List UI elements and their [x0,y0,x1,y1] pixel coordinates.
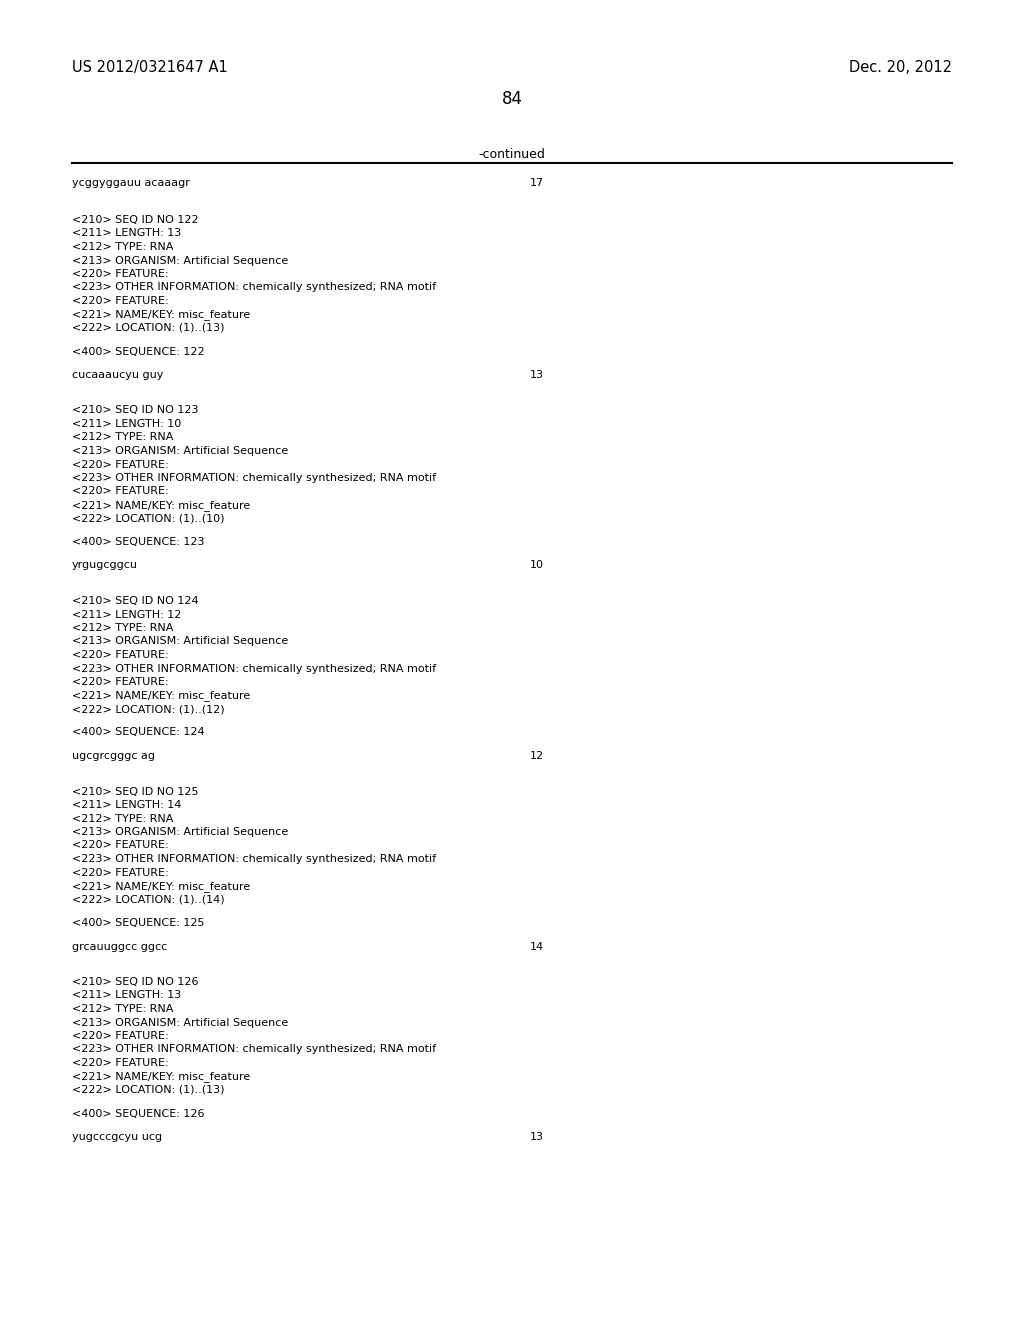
Text: <211> LENGTH: 10: <211> LENGTH: 10 [72,418,181,429]
Text: <220> FEATURE:: <220> FEATURE: [72,841,169,850]
Text: <221> NAME/KEY: misc_feature: <221> NAME/KEY: misc_feature [72,500,250,511]
Text: <211> LENGTH: 14: <211> LENGTH: 14 [72,800,181,810]
Text: <220> FEATURE:: <220> FEATURE: [72,677,169,686]
Text: 13: 13 [530,1133,544,1142]
Text: <210> SEQ ID NO 124: <210> SEQ ID NO 124 [72,597,199,606]
Text: <223> OTHER INFORMATION: chemically synthesized; RNA motif: <223> OTHER INFORMATION: chemically synt… [72,664,436,673]
Text: <222> LOCATION: (1)..(14): <222> LOCATION: (1)..(14) [72,895,224,904]
Text: <220> FEATURE:: <220> FEATURE: [72,459,169,470]
Text: <213> ORGANISM: Artificial Sequence: <213> ORGANISM: Artificial Sequence [72,1018,288,1027]
Text: <220> FEATURE:: <220> FEATURE: [72,649,169,660]
Text: <222> LOCATION: (1)..(13): <222> LOCATION: (1)..(13) [72,323,224,333]
Text: <220> FEATURE:: <220> FEATURE: [72,867,169,878]
Text: <222> LOCATION: (1)..(12): <222> LOCATION: (1)..(12) [72,704,224,714]
Text: <220> FEATURE:: <220> FEATURE: [72,296,169,306]
Text: -continued: -continued [478,148,546,161]
Text: <221> NAME/KEY: misc_feature: <221> NAME/KEY: misc_feature [72,690,250,701]
Text: <210> SEQ ID NO 126: <210> SEQ ID NO 126 [72,977,199,987]
Text: <221> NAME/KEY: misc_feature: <221> NAME/KEY: misc_feature [72,880,250,892]
Text: <212> TYPE: RNA: <212> TYPE: RNA [72,242,173,252]
Text: <223> OTHER INFORMATION: chemically synthesized; RNA motif: <223> OTHER INFORMATION: chemically synt… [72,473,436,483]
Text: ugcgrcgggc ag: ugcgrcgggc ag [72,751,155,762]
Text: 13: 13 [530,370,544,380]
Text: <400> SEQUENCE: 126: <400> SEQUENCE: 126 [72,1109,205,1118]
Text: <221> NAME/KEY: misc_feature: <221> NAME/KEY: misc_feature [72,309,250,321]
Text: 17: 17 [530,178,544,187]
Text: 84: 84 [502,90,522,108]
Text: <210> SEQ ID NO 123: <210> SEQ ID NO 123 [72,405,199,416]
Text: yugcccgcyu ucg: yugcccgcyu ucg [72,1133,162,1142]
Text: <220> FEATURE:: <220> FEATURE: [72,1059,169,1068]
Text: <212> TYPE: RNA: <212> TYPE: RNA [72,623,173,634]
Text: <220> FEATURE:: <220> FEATURE: [72,269,169,279]
Text: Dec. 20, 2012: Dec. 20, 2012 [849,59,952,75]
Text: cucaaaucyu guy: cucaaaucyu guy [72,370,164,380]
Text: 12: 12 [530,751,544,762]
Text: <223> OTHER INFORMATION: chemically synthesized; RNA motif: <223> OTHER INFORMATION: chemically synt… [72,854,436,865]
Text: <400> SEQUENCE: 124: <400> SEQUENCE: 124 [72,727,205,738]
Text: <211> LENGTH: 13: <211> LENGTH: 13 [72,990,181,1001]
Text: <213> ORGANISM: Artificial Sequence: <213> ORGANISM: Artificial Sequence [72,256,288,265]
Text: <222> LOCATION: (1)..(13): <222> LOCATION: (1)..(13) [72,1085,224,1096]
Text: <212> TYPE: RNA: <212> TYPE: RNA [72,1005,173,1014]
Text: <400> SEQUENCE: 125: <400> SEQUENCE: 125 [72,917,205,928]
Text: <221> NAME/KEY: misc_feature: <221> NAME/KEY: misc_feature [72,1072,250,1082]
Text: <223> OTHER INFORMATION: chemically synthesized; RNA motif: <223> OTHER INFORMATION: chemically synt… [72,1044,436,1055]
Text: <213> ORGANISM: Artificial Sequence: <213> ORGANISM: Artificial Sequence [72,828,288,837]
Text: <211> LENGTH: 13: <211> LENGTH: 13 [72,228,181,239]
Text: US 2012/0321647 A1: US 2012/0321647 A1 [72,59,227,75]
Text: <213> ORGANISM: Artificial Sequence: <213> ORGANISM: Artificial Sequence [72,636,288,647]
Text: <210> SEQ ID NO 122: <210> SEQ ID NO 122 [72,215,199,224]
Text: ycggyggauu acaaagr: ycggyggauu acaaagr [72,178,189,187]
Text: <211> LENGTH: 12: <211> LENGTH: 12 [72,610,181,619]
Text: <223> OTHER INFORMATION: chemically synthesized; RNA motif: <223> OTHER INFORMATION: chemically synt… [72,282,436,293]
Text: 10: 10 [530,561,544,570]
Text: <212> TYPE: RNA: <212> TYPE: RNA [72,813,173,824]
Text: yrgugcggcu: yrgugcggcu [72,561,138,570]
Text: <220> FEATURE:: <220> FEATURE: [72,487,169,496]
Text: <212> TYPE: RNA: <212> TYPE: RNA [72,433,173,442]
Text: grcauuggcc ggcc: grcauuggcc ggcc [72,941,167,952]
Text: 14: 14 [530,941,544,952]
Text: <210> SEQ ID NO 125: <210> SEQ ID NO 125 [72,787,199,796]
Text: <222> LOCATION: (1)..(10): <222> LOCATION: (1)..(10) [72,513,224,524]
Text: <400> SEQUENCE: 122: <400> SEQUENCE: 122 [72,346,205,356]
Text: <220> FEATURE:: <220> FEATURE: [72,1031,169,1041]
Text: <400> SEQUENCE: 123: <400> SEQUENCE: 123 [72,537,205,546]
Text: <213> ORGANISM: Artificial Sequence: <213> ORGANISM: Artificial Sequence [72,446,288,455]
